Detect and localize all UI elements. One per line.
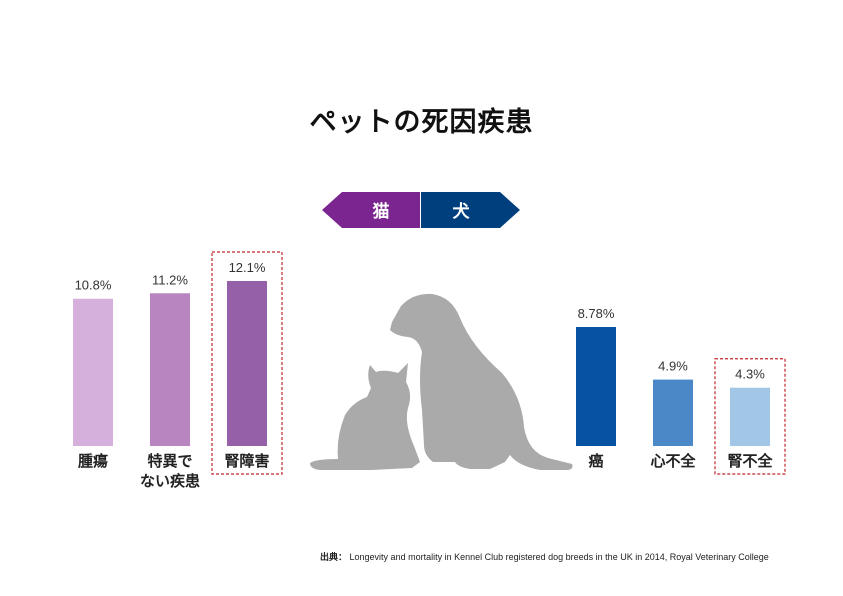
dog-category-label-2-0: 腎不全	[727, 452, 773, 470]
dog-category-label-1-0: 心不全	[650, 452, 696, 470]
cat-category-label-1-0: 特異で	[147, 452, 192, 470]
cat-value-label-0: 10.8%	[75, 278, 112, 293]
dog-category-label-0-0: 癌	[588, 452, 603, 470]
dog-value-label-0: 8.78%	[578, 306, 615, 321]
cat-bar-0	[73, 298, 113, 446]
dog-bar-0	[576, 327, 616, 446]
source-text: Longevity and mortality in Kennel Club r…	[350, 552, 769, 562]
cat-category-label-2-0: 腎障害	[224, 452, 269, 470]
legend-dog-label: 犬	[453, 201, 471, 222]
cat-category-label-1-1: ない疾患	[140, 472, 200, 490]
cat-value-label-1: 11.2%	[152, 272, 188, 287]
cat-silhouette-icon	[310, 363, 420, 470]
chart-title: ペットの死因疾患	[309, 107, 534, 138]
legend-cat-arrow	[322, 192, 420, 228]
legend: 猫 犬	[322, 192, 520, 228]
cat-category-label-0-0: 腫瘍	[78, 452, 108, 470]
dog-silhouette-icon	[390, 293, 573, 470]
cat-value-label-2: 12.1%	[229, 260, 266, 275]
cat-highlight-box-2	[211, 251, 283, 475]
source-note: 出典： Longevity and mortality in Kennel Cl…	[320, 551, 769, 562]
cat-bar-2	[227, 281, 267, 446]
dog-highlight-box-2	[714, 358, 786, 475]
legend-dog-arrow	[421, 192, 520, 228]
dog-value-label-1: 4.9%	[658, 359, 688, 374]
dog-bar-2	[730, 387, 770, 446]
dog-bar-1	[653, 379, 693, 446]
source-prefix: 出典：	[320, 551, 347, 562]
dog-value-label-2: 4.3%	[735, 367, 765, 382]
legend-cat-label: 猫	[373, 201, 390, 222]
pet-silhouettes	[310, 293, 573, 470]
cat-bar-1	[150, 293, 190, 446]
